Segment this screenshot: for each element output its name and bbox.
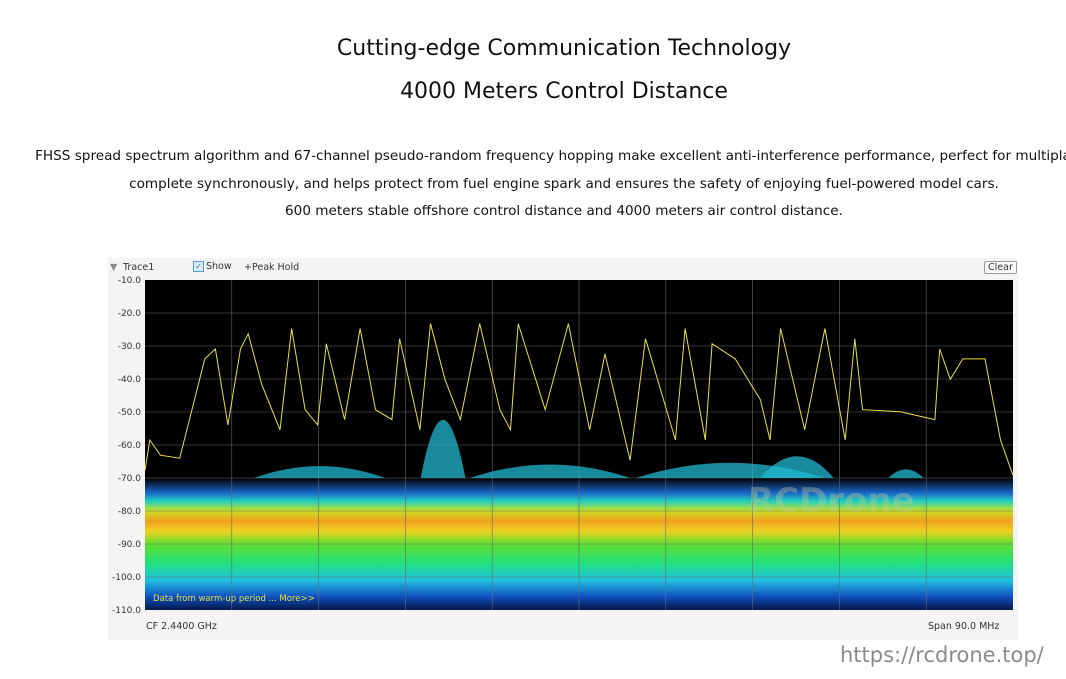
signal-density	[420, 419, 466, 478]
y-tick-label: -60.0	[118, 441, 142, 451]
description-line: 600 meters stable offshore control dista…	[285, 203, 843, 219]
center-frequency: CF 2.4400 GHz	[146, 621, 217, 632]
signal-density	[760, 456, 834, 478]
page-subtitle: 4000 Meters Control Distance	[400, 79, 728, 104]
y-tick-label: -50.0	[118, 408, 142, 418]
signal-density	[470, 464, 631, 478]
spectrum-analyzer: ▼ Trace1 ✓ Show +Peak Hold Clear -10	[108, 258, 1018, 640]
show-label: Show	[206, 261, 232, 272]
peak-hold-toggle[interactable]: +Peak Hold	[244, 262, 300, 273]
page-title: Cutting-edge Communication Technology	[336, 36, 792, 61]
y-tick-label: -100.0	[112, 573, 141, 583]
y-tick-label: -20.0	[118, 309, 142, 319]
clear-button[interactable]: Clear	[984, 261, 1017, 274]
y-tick-label: -70.0	[118, 474, 142, 484]
site-watermark: https://rcdrone.top/	[840, 643, 1044, 667]
y-tick-label: -90.0	[118, 540, 142, 550]
description-line: FHSS spread spectrum algorithm and 67-ch…	[35, 148, 1066, 164]
y-tick-label: -40.0	[118, 375, 142, 385]
signal-density	[888, 469, 924, 478]
spectrum-plot: -10.0 -20.0 -30.0 -40.0 -50.0 -60.0 -70.0 -80.0…	[112, 276, 1014, 616]
show-checkbox[interactable]: ✓	[193, 261, 204, 272]
signal-density	[253, 466, 386, 478]
description-line: complete synchronously, and helps protec…	[129, 176, 999, 192]
warmup-note-link[interactable]: Data from warm-up period ... More>>	[153, 594, 315, 604]
chart-watermark: RCDrone	[748, 481, 915, 521]
y-tick-label: -110.0	[112, 606, 141, 616]
trace-label: Trace1	[123, 262, 155, 273]
collapse-arrow-icon[interactable]: ▼	[110, 262, 118, 273]
y-tick-label: -10.0	[118, 276, 142, 286]
span: Span 90.0 MHz	[928, 621, 1000, 632]
peak-hold-trace	[144, 323, 1014, 476]
y-tick-label: -80.0	[118, 507, 142, 517]
y-tick-label: -30.0	[118, 342, 142, 352]
